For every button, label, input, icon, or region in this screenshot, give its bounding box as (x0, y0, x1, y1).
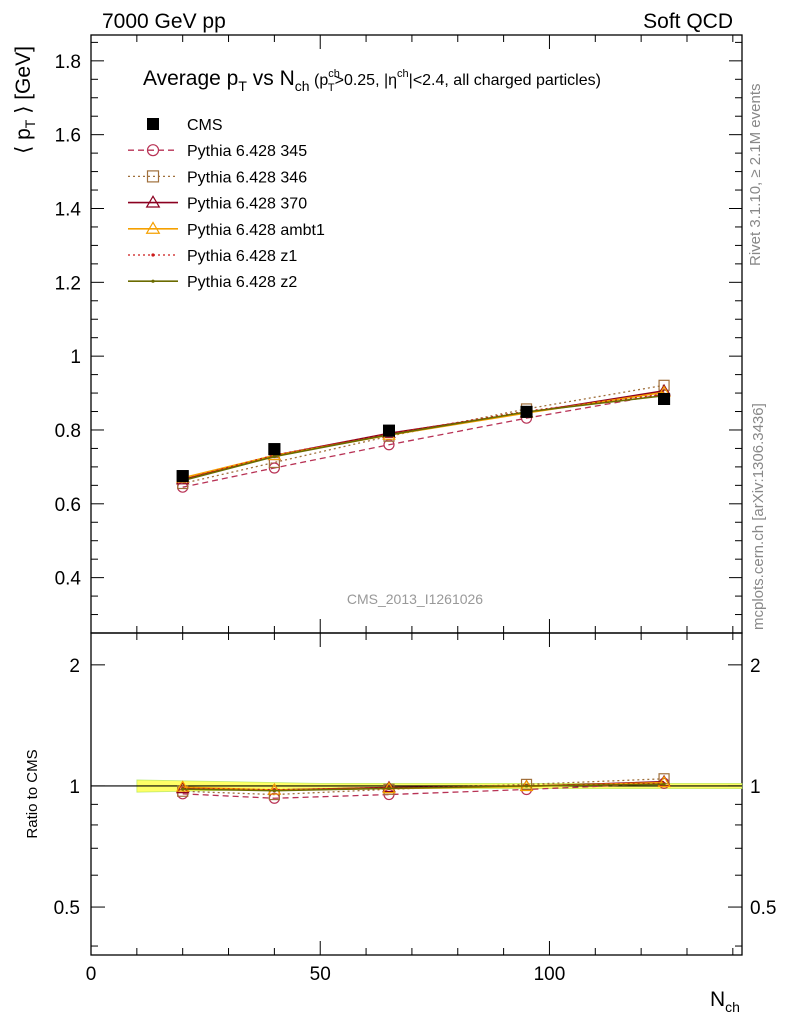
main-y-tick-label: 0.8 (55, 421, 81, 442)
main-y-tick-label: 0.6 (55, 495, 81, 516)
marker-cms (176, 470, 189, 483)
ratio-y-tick-label-right: 0.5 (750, 898, 776, 919)
x-tick-label: 50 (310, 964, 331, 985)
x-tick-label: 0 (86, 964, 97, 985)
main-y-tick-label: 1.2 (55, 273, 81, 294)
series-3 (175, 383, 671, 485)
marker-ratio (272, 789, 276, 793)
marker-ratio (524, 784, 529, 788)
marker-ratio (267, 783, 282, 795)
series-5 (181, 392, 666, 482)
ratio-y-tick-label: 0.5 (54, 898, 80, 919)
marker-legend (145, 221, 161, 234)
marker-legend (145, 195, 161, 208)
legend-label: Pythia 6.428 346 (187, 169, 307, 186)
plot-title: Average pT vs Nch (pch T>0.25, |ηch|<2.4,… (143, 67, 601, 94)
series-line (182, 393, 665, 481)
marker-ratio (387, 786, 391, 791)
marker-ratio (662, 782, 666, 786)
legend-entry-1: Pythia 6.428 345 (128, 143, 307, 160)
marker-cms (658, 392, 671, 405)
legend-label: Pythia 6.428 z2 (187, 274, 297, 291)
marker-ratio (175, 780, 190, 792)
ratio-y-tick-label-right: 1 (750, 777, 761, 798)
series-line (182, 384, 665, 485)
main-y-tick-label: 1.6 (55, 126, 81, 147)
ratio-axis-ticks: 0.5 0.5 1 1 2 2 0 50 100 (54, 633, 776, 985)
marker-legend (147, 118, 159, 130)
ratio-series-5 (181, 782, 666, 793)
legend-label: CMS (187, 117, 223, 134)
main-y-tick-label: 1 (70, 347, 81, 368)
main-ylabel: ⟨ pT ⟩ [GeV] (12, 46, 38, 154)
legend-label: Pythia 6.428 z1 (187, 248, 297, 265)
ratio-series-line (182, 782, 665, 799)
main-series-group (175, 379, 671, 493)
marker-cms (268, 443, 281, 456)
legend-entry-0: CMS (147, 117, 223, 134)
legend-entry-4: Pythia 6.428 ambt1 (128, 221, 325, 239)
series-line (182, 391, 665, 479)
x-tick-label: 100 (534, 964, 566, 985)
marker-legend (146, 144, 160, 157)
series-1 (177, 388, 670, 493)
marker-legend (146, 170, 160, 183)
mcplots-label: mcplots.cern.ch [arXiv:1306.3436] (750, 403, 767, 630)
main-axis-ticks: 0.4 0.6 0.8 1 1.2 1.4 1.6 1.8 (55, 35, 742, 633)
rivet-version-label: Rivet 3.1.10, ≥ 2.1M events (747, 84, 764, 267)
ratio-y-tick-label: 2 (69, 656, 80, 677)
header-right: Soft QCD (643, 10, 733, 33)
main-y-tick-label: 0.4 (55, 569, 82, 590)
main-y-tick-label: 1.8 (55, 52, 81, 73)
analysis-id: CMS_2013_I1261026 (347, 591, 483, 607)
legend-entry-6: Pythia 6.428 z2 (128, 274, 297, 291)
legend-label: Pythia 6.428 345 (187, 143, 307, 160)
main-y-tick-label: 1.4 (55, 199, 82, 220)
ratio-ylabel: Ratio to CMS (24, 749, 41, 838)
marker-cms (382, 424, 395, 437)
cms-data-points (176, 392, 671, 483)
xlabel: Nch (710, 988, 740, 1015)
marker-cms (520, 405, 533, 418)
ratio-panel-frame (90, 632, 743, 956)
legend-label: Pythia 6.428 370 (187, 196, 307, 213)
ratio-y-tick-label: 1 (69, 777, 80, 798)
series-line (182, 393, 665, 488)
marker-ratio (657, 775, 671, 788)
ratio-y-tick-label-right: 2 (750, 656, 761, 677)
marker-main (272, 454, 276, 459)
marker-ratio (181, 787, 185, 791)
legend-entry-5: Pythia 6.428 z1 (128, 248, 297, 265)
legend: CMS Pythia 6.428 345 Pythia 6.428 346 Pythi… (128, 117, 325, 291)
header-left: 7000 GeV pp (102, 10, 226, 33)
marker-legend (151, 253, 155, 257)
marker-legend (151, 279, 155, 283)
legend-entry-2: Pythia 6.428 346 (128, 169, 307, 186)
legend-label: Pythia 6.428 ambt1 (187, 222, 325, 239)
legend-entry-3: Pythia 6.428 370 (128, 195, 307, 213)
ratio-series-group (175, 773, 671, 804)
marker-main (658, 379, 670, 391)
